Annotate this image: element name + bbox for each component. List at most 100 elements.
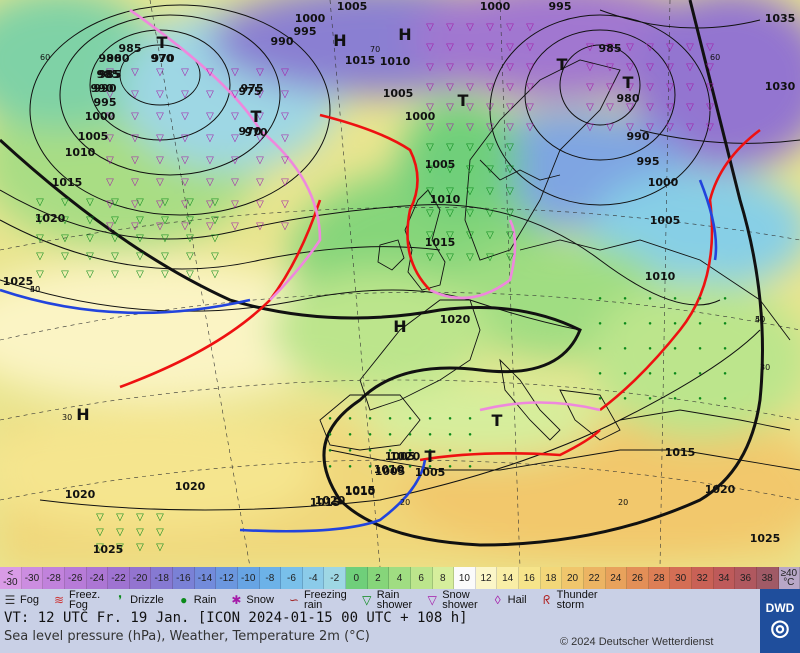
temp-scale-cell: 20: [562, 567, 584, 589]
pressure-label: 1000: [480, 0, 511, 13]
snow-shower-symbol: ▽: [706, 122, 714, 133]
pressure-label: 1015: [425, 236, 456, 249]
rain-symbol: ●: [408, 432, 412, 438]
pressure-label: 1005: [337, 0, 368, 13]
rain-symbol: ●: [648, 346, 652, 352]
rain-shower-symbol: ▽: [136, 233, 144, 244]
pressure-label: 995: [94, 96, 117, 109]
snow-shower-symbol: ▽: [706, 62, 714, 73]
snow-shower-symbol: ▽: [666, 102, 674, 113]
pressure-label: 1000: [85, 110, 116, 123]
rain-shower-symbol: ▽: [446, 186, 454, 197]
pressure-label: 1020: [175, 480, 206, 493]
snow-shower-symbol: ▽: [281, 177, 289, 188]
occluded-front-med: [479, 401, 601, 412]
pressure-label: 985: [99, 68, 122, 81]
rain-symbol: ●: [368, 448, 372, 454]
rain-symbol: ●: [598, 371, 602, 377]
rain-shower-symbol: ▽: [61, 197, 69, 208]
temp-scale-cell: -24: [86, 567, 109, 589]
rain-shower-symbol: ▽: [466, 164, 474, 175]
weather-legend: ☰ Fog ≋ Freez. Fog ❜ Drizzle ● Rain ✱ Snow ∽ Freezi…: [0, 589, 760, 611]
snow-shower-symbol: ▽: [626, 82, 634, 93]
rain-shower-symbol: ▽: [61, 215, 69, 226]
snow-shower-symbol: ▽: [131, 67, 139, 78]
rain-shower-symbol: ▽: [186, 269, 194, 280]
weather-symbols: ▽ ▽ ▽ ▽ ▽ ▽ ▽ ▽ ▽ ▽ ▽ ▽ ▽ ▽ ▽ ▽ ▽ ▽ ▽ ▽ ▽ ▽ ▽ ▽ ▽ ▽ ▽ ▽ ▽ ▽ ▽ ▽ ▽ ▽ ▽ ▽ ▽ ▽ ▽ ▽…: [36, 22, 727, 553]
temp-scale-cell: -4: [302, 567, 325, 589]
legend-label: Freez. Fog: [68, 589, 101, 611]
rain-symbol: ●: [468, 448, 472, 454]
rain-symbol: ●: [388, 416, 392, 422]
legend-label: Rain shower: [376, 589, 413, 611]
legend-label: Rain: [193, 594, 217, 606]
snow-shower-symbol: ▽: [426, 42, 434, 53]
temp-scale-label: 18: [545, 572, 557, 584]
pressure-label: 1030: [765, 80, 796, 93]
snow-shower-symbol: ▽: [446, 62, 454, 73]
warm-front-north: [319, 113, 431, 291]
rain-shower-symbol: ▽: [96, 542, 104, 553]
rain-symbol: ●: [328, 448, 332, 454]
snow-shower-symbol: ▽: [181, 199, 189, 210]
temp-scale-label: -10: [240, 572, 256, 584]
rain-symbol: ●: [673, 396, 677, 402]
high-pressure-center: H: [393, 317, 406, 336]
rain-symbol: ●: [348, 464, 352, 470]
snow-shower-symbol: ▽: [446, 42, 454, 53]
temp-scale-cell: 18: [540, 567, 563, 589]
rain-shower-symbol: ▽: [36, 197, 44, 208]
rain-shower-symbol: ▽: [96, 512, 104, 523]
latitude-label: 70: [370, 45, 380, 54]
rain-symbol: ●: [428, 416, 432, 422]
pressure-label: 975: [239, 85, 262, 98]
snow-shower-symbol: ▽: [426, 82, 434, 93]
legend-item: ✱ Snow: [226, 594, 274, 606]
pressure-label: 1020: [440, 313, 471, 326]
snow-shower-symbol: ▽: [181, 177, 189, 188]
latitude-label: 30: [760, 363, 770, 372]
valid-time: VT: 12 UTC Fr. 19 Jan. [ICON 2024-01-15 …: [4, 610, 468, 626]
temp-scale-cell: 16: [519, 567, 541, 589]
coastlines: [319, 59, 800, 471]
rain-shower-symbol: ▽: [36, 233, 44, 244]
legend-label: Drizzle: [130, 594, 164, 606]
snow-shower-symbol: ▽: [466, 22, 474, 33]
graticule: [0, 0, 800, 567]
snow-shower-symbol: ▽: [156, 89, 164, 100]
latitude-label: 60: [40, 53, 50, 62]
rain-shower-symbol: ▽: [446, 142, 454, 153]
temp-scale-label: -6: [286, 572, 296, 584]
temp-scale-cell: 8: [432, 567, 455, 589]
rain-shower-symbol: ▽: [86, 197, 94, 208]
snow-shower-symbol: ▽: [506, 42, 514, 53]
pressure-label: 1020: [705, 483, 736, 496]
temp-scale-label: -30: [24, 572, 40, 584]
rain-symbol: ●: [648, 321, 652, 327]
legend-label: Snow shower: [442, 589, 478, 611]
snow-shower-symbol: ▽: [131, 199, 139, 210]
center-letter: H: [333, 31, 346, 50]
rain-shower-symbol: ▽: [186, 251, 194, 262]
temp-scale-cell: 4: [389, 567, 411, 589]
temp-scale-cell: 12: [475, 567, 498, 589]
isobars: [0, 4, 800, 511]
legend-item: ☰ Fog: [0, 594, 39, 606]
temp-scale-label: -4: [308, 572, 318, 584]
snow-shower-symbol: ▽: [156, 133, 164, 144]
snow-shower-symbol: ▽: [486, 82, 494, 93]
warm-front-med: [419, 429, 601, 462]
rain-shower-symbol: ▽: [186, 233, 194, 244]
snow-shower-symbol: ▽: [526, 62, 534, 73]
snow-shower-symbol: ▽: [256, 67, 264, 78]
snow-shower-symbol: ▽: [606, 102, 614, 113]
pressure-label: 970: [152, 52, 175, 65]
pressure-label: 985: [97, 68, 120, 81]
chart-description: Sea level pressure (hPa), Weather, Tempe…: [4, 629, 370, 644]
temp-scale-cell: ≥40 °C: [778, 567, 800, 589]
rain-shower-symbol: ▽: [111, 215, 119, 226]
